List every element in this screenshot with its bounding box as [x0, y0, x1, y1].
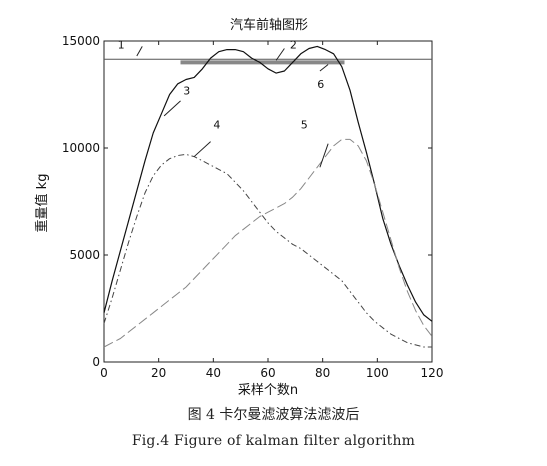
series-leader-5 [319, 143, 329, 168]
series-label-4: 4 [213, 119, 220, 132]
x-tick-label: 80 [315, 366, 330, 380]
y-tick-label: 15000 [62, 34, 100, 48]
series-leader-3 [163, 100, 181, 117]
series-label-6: 6 [317, 78, 324, 91]
series-label-3: 3 [183, 85, 190, 98]
y-tick-label: 5000 [69, 248, 100, 262]
x-tick-label: 100 [366, 366, 389, 380]
x-tick-label: 0 [100, 366, 108, 380]
series-leader-4 [193, 141, 211, 157]
series-leader-1 [136, 46, 143, 57]
x-tick-label: 20 [151, 366, 166, 380]
series-label-1: 1 [118, 38, 125, 51]
series-line-3 [103, 45, 433, 322]
chart-title: 汽车前轴图形 [230, 17, 308, 33]
series-leader-6 [319, 64, 329, 72]
axes-frame [103, 40, 433, 363]
plot-area: 0 20 40 60 80 100 120 0 5000 10000 15000 1 2 3 4 5 6 [62, 34, 444, 380]
x-tick-label: 120 [421, 366, 444, 380]
x-tick-label: 40 [206, 366, 221, 380]
y-axis-label: 重量值 kg [34, 174, 50, 233]
figure-caption-english: Fig.4 Figure of kalman filter algorithm [131, 433, 416, 449]
x-tick-label: 60 [260, 366, 275, 380]
y-tick-label: 0 [92, 355, 100, 369]
figure-caption-chinese: 图 4 卡尔曼滤波算法滤波后 [187, 407, 360, 423]
y-tick-label: 10000 [62, 141, 100, 155]
series-line-4 [103, 153, 432, 348]
series-leader-2 [275, 48, 285, 61]
series-label-5: 5 [301, 119, 308, 132]
x-axis-label: 采样个数n [238, 383, 298, 398]
series-label-2: 2 [290, 38, 297, 51]
series-line-5 [103, 138, 433, 348]
